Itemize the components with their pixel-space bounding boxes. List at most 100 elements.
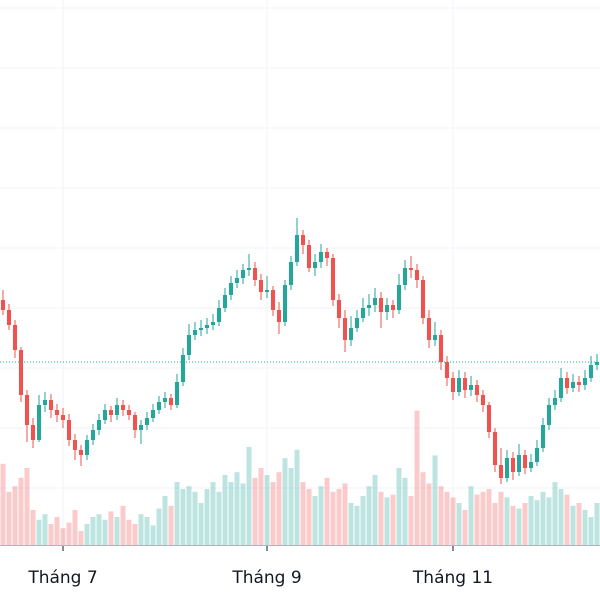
- candle-body: [114, 405, 120, 415]
- volume-bar: [24, 468, 30, 545]
- volume-bar: [240, 483, 246, 545]
- volume-bar: [288, 468, 294, 545]
- volume-bar: [450, 497, 456, 545]
- candle-body: [534, 448, 540, 462]
- candle-body: [468, 385, 474, 390]
- candle-body: [36, 405, 42, 440]
- volume-bar: [270, 482, 276, 545]
- candle-body: [432, 335, 438, 340]
- grid: [0, 0, 600, 545]
- candle-body: [504, 458, 510, 478]
- volume-pane: [0, 410, 600, 545]
- volume-bar: [132, 524, 138, 545]
- candle-body: [210, 322, 216, 325]
- candle-body: [510, 458, 516, 472]
- candle-body: [492, 432, 498, 465]
- candle-body: [516, 455, 522, 472]
- candle-body: [594, 362, 600, 365]
- candle-body: [414, 270, 420, 280]
- volume-bar: [342, 483, 348, 545]
- volume-bar: [204, 489, 210, 545]
- candle-body: [402, 268, 408, 285]
- volume-bar: [90, 517, 96, 545]
- candle-body: [582, 378, 588, 385]
- volume-bar: [438, 486, 444, 545]
- candle-body: [42, 400, 48, 405]
- candle-body: [588, 365, 594, 378]
- volume-bar: [486, 489, 492, 545]
- candle-body: [474, 385, 480, 395]
- volume-bar: [0, 463, 6, 545]
- x-tick-label: Tháng 11: [412, 568, 493, 588]
- candle-body: [240, 270, 246, 278]
- candle-body: [300, 235, 306, 245]
- candle-body: [312, 262, 318, 268]
- volume-bar: [558, 489, 564, 545]
- volume-bar: [588, 517, 594, 545]
- candle-body: [204, 325, 210, 328]
- candle-body: [342, 318, 348, 340]
- volume-bar: [246, 447, 252, 545]
- candle-body: [348, 328, 354, 340]
- volume-bar: [372, 475, 378, 545]
- candle-body: [258, 280, 264, 292]
- volume-bar: [444, 491, 450, 545]
- volume-bar: [420, 472, 426, 545]
- candle-body: [456, 378, 462, 392]
- volume-bar: [42, 514, 48, 545]
- volume-bar: [462, 510, 468, 545]
- candle-body: [570, 382, 576, 388]
- volume-bar: [72, 510, 78, 545]
- candle-body: [366, 305, 372, 308]
- candle-body: [390, 305, 396, 310]
- candle-body: [282, 285, 288, 322]
- candle-body: [294, 235, 300, 262]
- candle-body: [168, 398, 174, 405]
- candle-body: [408, 268, 414, 270]
- volume-bar: [168, 505, 174, 545]
- volume-bar: [426, 483, 432, 545]
- candle-body: [228, 283, 234, 295]
- volume-bar: [138, 514, 144, 545]
- candle-body: [222, 295, 228, 308]
- volume-bar: [474, 494, 480, 545]
- candle-body: [162, 398, 168, 402]
- candle-body: [330, 258, 336, 300]
- volume-bar: [366, 486, 372, 545]
- volume-bar: [12, 486, 18, 545]
- candle-body: [252, 268, 258, 280]
- candle-body: [420, 280, 426, 318]
- candle-body: [138, 425, 144, 430]
- candle-body: [72, 440, 78, 450]
- volume-bar: [432, 455, 438, 545]
- candle-body: [378, 298, 384, 312]
- volume-bar: [522, 503, 528, 545]
- volume-bar: [264, 475, 270, 545]
- volume-bar: [498, 491, 504, 545]
- volume-bar: [402, 477, 408, 545]
- candle-body: [270, 290, 276, 310]
- candle-body: [438, 335, 444, 362]
- volume-bar: [540, 491, 546, 545]
- candle-body: [192, 330, 198, 335]
- candle-body: [102, 410, 108, 420]
- volume-bar: [480, 491, 486, 545]
- volume-bar: [396, 468, 402, 545]
- volume-bar: [306, 489, 312, 545]
- volume-bar: [36, 519, 42, 545]
- candle-body: [528, 462, 534, 468]
- candle-body: [246, 268, 252, 270]
- candle-body: [396, 285, 402, 310]
- candle-body: [450, 378, 456, 392]
- volume-bar: [258, 468, 264, 545]
- volume-bar: [228, 482, 234, 545]
- volume-bar: [210, 482, 216, 545]
- candle-body: [336, 300, 342, 318]
- candle-body: [90, 430, 96, 440]
- volume-bar: [318, 486, 324, 545]
- candle-body: [522, 455, 528, 468]
- volume-bar: [84, 524, 90, 545]
- volume-bar: [60, 528, 66, 545]
- volume-bar: [534, 500, 540, 545]
- volume-bar: [102, 519, 108, 545]
